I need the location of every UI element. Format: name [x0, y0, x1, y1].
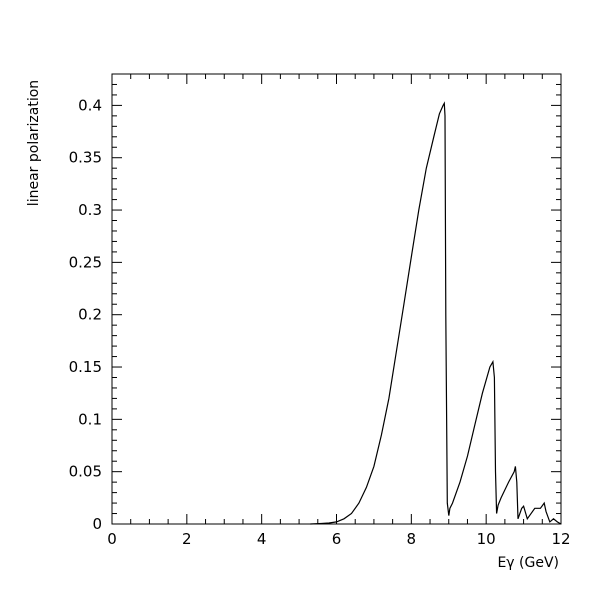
y-tick-label: 0.35	[69, 149, 102, 167]
x-tick-label: 12	[551, 530, 570, 548]
y-tick-label: 0.3	[78, 201, 102, 219]
x-tick-label: 2	[182, 530, 192, 548]
y-tick-label: 0.4	[78, 96, 102, 114]
y-axis-ticks	[112, 73, 561, 525]
y-tick-label: 0.05	[69, 463, 102, 481]
x-axis-label: Eγ (GeV)	[497, 555, 559, 571]
x-axis-ticks	[111, 74, 562, 524]
x-axis-tick-labels: 0 2 4 6 8 10 12	[107, 530, 570, 548]
x-tick-label: 6	[332, 530, 342, 548]
y-axis-label: linear polarization	[26, 80, 42, 206]
x-tick-label: 4	[257, 530, 267, 548]
polarization-curve	[310, 101, 562, 525]
y-tick-label: 0.25	[69, 253, 102, 271]
x-tick-label: 10	[477, 530, 496, 548]
y-axis-tick-labels: 0 0.05 0.1 0.15 0.2 0.25 0.3 0.35 0.4	[69, 96, 102, 533]
x-tick-label: 0	[107, 530, 117, 548]
x-tick-label: 8	[407, 530, 417, 548]
y-tick-label: 0.15	[69, 358, 102, 376]
y-tick-label: 0.1	[78, 410, 102, 428]
y-tick-label: 0.2	[78, 306, 102, 324]
y-tick-label: 0	[92, 515, 102, 533]
plot-frame	[111, 73, 562, 525]
